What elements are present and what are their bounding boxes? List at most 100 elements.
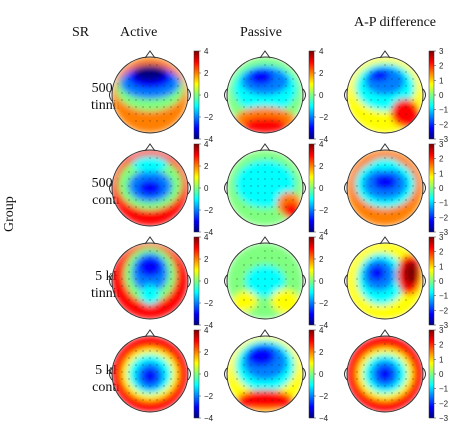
electrode-dot xyxy=(370,299,372,301)
colorbar-tick-label: 4 xyxy=(319,47,324,56)
left-ear xyxy=(109,367,113,381)
electrode-dot xyxy=(391,178,393,180)
electrode-dot xyxy=(391,257,393,259)
electrode-dot xyxy=(356,371,358,373)
electrode-dot xyxy=(170,106,172,108)
electrode-dot xyxy=(128,299,130,301)
electrode-dot xyxy=(156,306,158,308)
electrode-dot xyxy=(363,392,365,394)
electrode-dot xyxy=(278,192,280,194)
electrode-dot xyxy=(142,71,144,73)
electrode-dot xyxy=(236,371,238,373)
electrode-dot xyxy=(163,99,165,101)
electrode-dot xyxy=(278,185,280,187)
electrode-dot xyxy=(128,392,130,394)
electrode-dot xyxy=(156,257,158,259)
electrode-dot xyxy=(384,185,386,187)
electrode-dot xyxy=(243,357,245,359)
electrode-dot xyxy=(121,278,123,280)
electrode-dot xyxy=(257,257,259,259)
electrode-dot xyxy=(163,371,165,373)
electrode-dot xyxy=(135,385,137,387)
electrode-dot xyxy=(149,171,151,173)
electrode-dot xyxy=(285,257,287,259)
colorbar-tick-label: 4 xyxy=(204,233,209,242)
electrode-dot xyxy=(243,99,245,101)
electrode-dot xyxy=(149,92,151,94)
electrode-dot xyxy=(257,292,259,294)
electrode-dot xyxy=(149,113,151,115)
electrode-dot xyxy=(128,364,130,366)
electrode-dot xyxy=(170,364,172,366)
electrode-dot xyxy=(398,178,400,180)
electrode-dot xyxy=(128,185,130,187)
scalp-field xyxy=(142,368,158,384)
electrode-dot xyxy=(405,392,407,394)
electrode-dot xyxy=(363,357,365,359)
electrode-dot xyxy=(271,120,273,122)
electrode-dot xyxy=(384,343,386,345)
electrode-dot xyxy=(142,399,144,401)
electrode-dot xyxy=(278,385,280,387)
electrode-dot xyxy=(156,113,158,115)
electrode-dot xyxy=(391,264,393,266)
colorbar-tick-label: −1 xyxy=(439,385,449,394)
electrode-dot xyxy=(177,357,179,359)
electrode-dot xyxy=(412,292,414,294)
left-ear xyxy=(344,181,348,195)
electrode-dot xyxy=(356,278,358,280)
electrode-dot xyxy=(398,378,400,380)
electrode-dot xyxy=(391,378,393,380)
electrode-dot xyxy=(142,385,144,387)
electrode-dot xyxy=(363,378,365,380)
right-ear xyxy=(422,274,426,288)
electrode-dot xyxy=(156,350,158,352)
right-ear xyxy=(422,181,426,195)
electrode-dot xyxy=(177,185,179,187)
electrode-dot xyxy=(370,185,372,187)
electrode-dot xyxy=(135,99,137,101)
electrode-dot xyxy=(278,171,280,173)
electrode-dot xyxy=(156,264,158,266)
electrode-dot xyxy=(391,164,393,166)
electrode-dot xyxy=(156,85,158,87)
electrode-dot xyxy=(356,92,358,94)
electrode-dot xyxy=(377,113,379,115)
electrode-dot xyxy=(412,85,414,87)
electrode-dot xyxy=(135,206,137,208)
electrode-dot xyxy=(398,199,400,201)
scalp-field xyxy=(377,366,393,382)
right-ear xyxy=(187,367,191,381)
electrode-dot xyxy=(170,292,172,294)
electrode-dot xyxy=(149,120,151,122)
electrode-dot xyxy=(271,250,273,252)
electrode-dot xyxy=(377,85,379,87)
electrode-dot xyxy=(271,399,273,401)
electrode-dot xyxy=(156,178,158,180)
electrode-dot xyxy=(264,364,266,366)
electrode-dot xyxy=(156,343,158,345)
electrode-dot xyxy=(405,106,407,108)
electrode-dot xyxy=(149,157,151,159)
electrode-dot xyxy=(128,378,130,380)
electrode-dot xyxy=(384,99,386,101)
left-ear xyxy=(224,181,228,195)
electrode-dot xyxy=(271,278,273,280)
electrode-dot xyxy=(391,113,393,115)
electrode-dot xyxy=(398,285,400,287)
electrode-dot xyxy=(412,99,414,101)
electrode-dot xyxy=(142,185,144,187)
electrode-dot xyxy=(170,285,172,287)
electrode-dot xyxy=(149,199,151,201)
electrode-dot xyxy=(370,106,372,108)
electrode-dot xyxy=(384,278,386,280)
electrode-dot xyxy=(292,278,294,280)
colorbar-tick-label: 4 xyxy=(319,140,324,149)
electrode-dot xyxy=(149,264,151,266)
electrode-dot xyxy=(264,113,266,115)
electrode-dot xyxy=(398,164,400,166)
electrode-dot xyxy=(412,199,414,201)
electrode-dot xyxy=(363,85,365,87)
electrode-dot xyxy=(257,271,259,273)
electrode-dot xyxy=(250,292,252,294)
